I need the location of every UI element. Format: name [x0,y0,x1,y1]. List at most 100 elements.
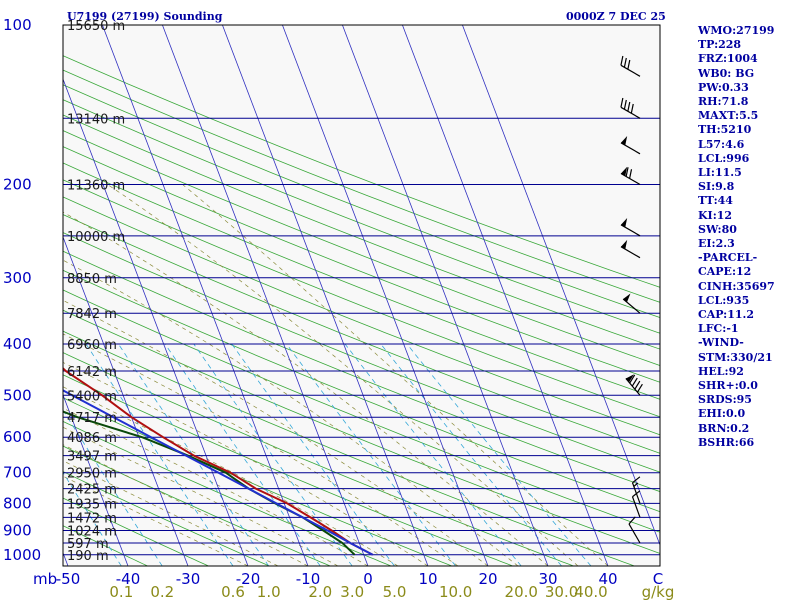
temperature-tick-label: 0 [363,570,373,588]
stability-indices-panel: WMO:27199 TP:228 FRZ:1004 WB0: BG PW:0.33 RH:… [698,24,798,450]
isotherm-line [342,25,549,566]
isotherm-line [63,235,189,566]
dry-adiabat-line [63,214,660,454]
index-item: HEL:92 [698,364,744,378]
wind-barb-full [623,99,627,110]
index-item: KI:12 [698,208,733,222]
mixing-ratio-label: 0.1 [109,583,133,600]
height-label: 7842 m [67,307,117,322]
station-title: U7199 (27199) Sounding [67,10,223,23]
dry-adiabat-line [63,69,660,303]
index-item: RH:71.8 [698,95,749,109]
moist-adiabat-line [63,444,309,566]
height-label: 11360 m [67,178,125,193]
pressure-tick-label: 800 [3,494,32,512]
height-label: 2950 m [67,467,117,482]
height-label: 597 m [67,537,109,552]
dry-adiabat-line [63,114,660,350]
isotherm-line [63,78,249,566]
dry-adiabat-line [63,525,148,566]
index-item: -WIND- [698,336,744,350]
moist-adiabat-line [63,362,429,566]
index-item: TT:44 [698,194,733,208]
isotherm-line [162,25,369,566]
height-label: 1935 m [67,497,117,512]
wind-barb-full [629,169,633,179]
wind-barb-full [634,380,641,390]
mixing-ratio-label: 5.0 [383,583,407,600]
mixing-ratio-label: 3.0 [340,583,364,600]
wind-barb-full [620,97,624,108]
moist-adiabat-line [63,333,459,566]
height-label: 6960 m [67,338,117,353]
height-label: 4717 m [67,411,117,426]
wind-barb [620,166,641,186]
isotherm-line [222,25,429,566]
mixing-ratio-line [193,343,353,566]
index-item: STM:330/21 [698,350,773,364]
moist-adiabat-line [63,386,399,566]
temperature-tick-label: -50 [56,570,81,588]
height-label: 5400 m [67,389,117,404]
index-item: LCL:935 [698,293,750,307]
wind-barb [628,516,641,544]
mixing-ratio-line [63,471,122,566]
isotherm-line [462,25,660,547]
mixing-ratio-label: 0.6 [221,583,245,600]
mixing-ratio-label: 0.2 [150,583,174,600]
temperature-profile-line [63,366,374,556]
temperature-tick-label: -20 [236,570,261,588]
mixing-ratio-line [286,343,456,566]
mixing-ratio-line [63,409,163,566]
dry-adiabat-line [63,397,452,566]
grid-layer [63,25,660,566]
index-item: SRDS:95 [698,393,752,407]
mixing-ratio-line [118,343,270,566]
mixing-ratio-line [344,343,522,566]
dry-adiabat-line [63,374,513,566]
height-label: 190 m [67,549,109,564]
wind-barbs [620,55,643,544]
index-item: BSHR:66 [698,435,755,449]
wind-barb-pennant [623,293,631,303]
isotherm-line [63,393,129,566]
wind-barb [620,218,641,237]
moist-adiabat-line [63,299,489,566]
wind-barb-full [627,59,631,70]
mixing-ratio-line [85,343,234,566]
dry-adiabat-line [63,130,660,366]
temperature-tick-label: 40 [598,570,617,588]
moist-adiabat-line [107,184,579,566]
mixing-ratio-line [380,343,562,566]
index-item: EI:2.3 [698,237,735,251]
wind-barb [620,97,641,119]
wind-barb-pennant [625,374,635,383]
wind-barb-full [627,101,631,112]
wind-barb [620,136,641,155]
index-item: TH:5210 [698,123,752,137]
dry-adiabat-line [63,330,635,566]
wind-barb-full [630,103,634,114]
dry-adiabat-line [63,497,209,566]
dry-adiabat-line [63,84,660,319]
mixing-ratio-label: 30.0 [545,583,578,600]
wind-barb [625,374,643,396]
pressure-tick-label: 1000 [3,546,41,564]
mixing-ratio-label: 40.0 [574,583,607,600]
pressure-tick-label: 600 [3,428,32,446]
temperature-tick-label: 20 [478,570,497,588]
plot-area [63,25,660,566]
index-item: CAP:11.2 [698,308,755,322]
moist-adiabat-line [63,259,519,566]
index-item: FRZ:1004 [698,52,758,66]
wind-barb [631,476,641,504]
index-item: CAPE:12 [698,265,752,279]
mixing-ratio-label: 2.0 [308,583,332,600]
wind-barb-full [620,55,624,66]
wind-barb-pennant [620,166,628,176]
index-item: BRN:0.2 [698,421,750,435]
dry-adiabat-line [63,352,574,566]
index-item: LI:11.5 [698,166,742,180]
temperature-tick-label: -10 [296,570,321,588]
